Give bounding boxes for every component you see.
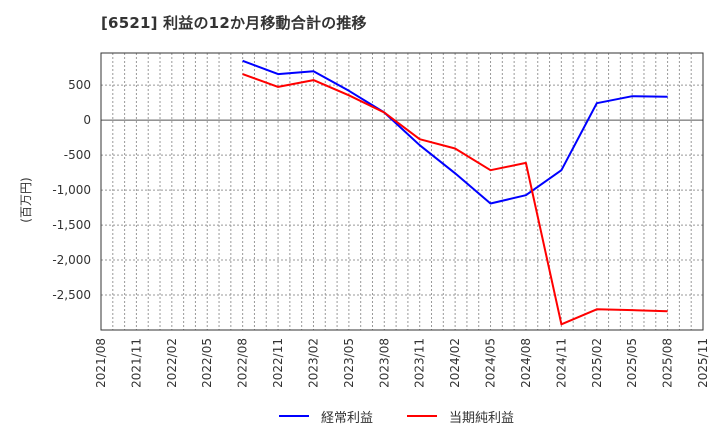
x-tick-label: 2024/11 (554, 338, 568, 388)
y-tick-label: -2,000 (52, 253, 91, 267)
y-axis-ticks: 500 0 -500 -1,000 -1,500 -2,000 -2,500 (52, 78, 91, 302)
x-tick-label: 2024/02 (448, 338, 462, 388)
series-net-income-line (242, 73, 668, 326)
grid-lines (101, 53, 703, 330)
x-tick-label: 2022/05 (200, 338, 214, 388)
legend-label: 経常利益 (321, 410, 374, 426)
x-tick-label: 2025/05 (625, 338, 639, 388)
y-tick-label: 500 (68, 78, 91, 92)
x-tick-label: 2022/11 (271, 338, 285, 388)
x-tick-label: 2021/08 (94, 338, 108, 388)
y-tick-label: -500 (64, 148, 91, 162)
chart-title: [6521] 利益の12か月移動合計の推移 (101, 14, 367, 32)
x-tick-label: 2023/02 (306, 338, 320, 388)
x-tick-label: 2023/11 (413, 338, 427, 388)
legend-line-blue (279, 415, 309, 417)
series-ordinary-profit-line (242, 59, 668, 205)
y-tick-label: -2,500 (52, 288, 91, 302)
x-tick-label: 2024/05 (484, 338, 498, 388)
x-tick-label: 2025/08 (661, 338, 675, 388)
x-tick-label: 2025/11 (696, 338, 710, 388)
x-tick-label: 2022/02 (165, 338, 179, 388)
x-tick-label: 2022/08 (236, 338, 250, 388)
x-axis-ticks: 2021/08 2021/11 2022/02 2022/05 2022/08 2022/… (94, 338, 710, 388)
legend-line-red (407, 415, 437, 417)
legend: 経常利益 当期純利益 (0, 405, 720, 427)
plot-frame (100, 52, 704, 331)
x-tick-label: 2025/02 (590, 338, 604, 388)
legend-label: 当期純利益 (449, 410, 515, 426)
x-tick-label: 2023/05 (342, 338, 356, 388)
legend-item-net-income: 当期純利益 (407, 405, 514, 427)
legend-item-ordinary-profit: 経常利益 (279, 405, 373, 427)
x-tick-label: 2024/08 (519, 338, 533, 388)
x-tick-label: 2021/11 (129, 338, 143, 388)
data-series (242, 59, 668, 326)
x-tick-label: 2023/08 (377, 338, 391, 388)
y-tick-label: -1,000 (52, 183, 91, 197)
y-tick-label: -1,500 (52, 218, 91, 232)
y-tick-label: 0 (83, 113, 91, 127)
